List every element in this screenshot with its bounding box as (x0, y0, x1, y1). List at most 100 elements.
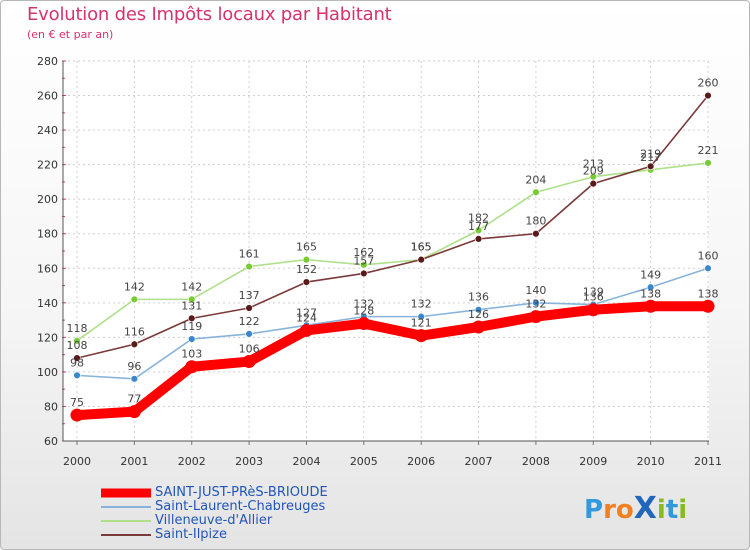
y-tick-label: 180 (37, 228, 58, 241)
y-tick-label: 120 (37, 331, 58, 344)
data-label: 204 (525, 173, 546, 186)
series-layer (70, 91, 715, 422)
x-tick-label: 2000 (63, 455, 91, 468)
data-label: 106 (239, 343, 260, 356)
series-line-2 (76, 162, 709, 342)
data-label: 157 (353, 254, 374, 267)
y-tick-label: 240 (37, 124, 58, 137)
data-label: 260 (698, 77, 719, 90)
y-tick-label: 160 (37, 262, 58, 275)
data-point (73, 371, 81, 380)
data-point (302, 255, 311, 264)
chart-title: Evolution des Impôts locaux par Habitant (27, 4, 392, 25)
data-label: 177 (468, 220, 489, 233)
data-point (474, 235, 483, 243)
data-point (586, 303, 600, 317)
data-point (704, 159, 712, 167)
legend-label-2: Villeneuve-d'Allier (155, 513, 273, 528)
chart-subtitle: (en € et par an) (27, 28, 114, 41)
data-point (188, 314, 196, 323)
y-tick-label: 100 (37, 366, 58, 379)
data-label: 142 (124, 280, 145, 293)
logo-letter: r (603, 495, 616, 525)
legend-swatch-1 (101, 506, 151, 508)
data-point (474, 226, 483, 234)
data-label: 121 (411, 317, 432, 330)
grid-layer (63, 60, 709, 442)
data-point (130, 295, 139, 304)
logo-letter: i (678, 495, 688, 525)
data-label: 209 (583, 165, 604, 178)
plot-area (63, 61, 709, 441)
data-label: 139 (583, 286, 604, 299)
data-point (532, 230, 540, 238)
data-point (360, 269, 368, 278)
data-label: 128 (353, 305, 374, 318)
data-point (532, 188, 540, 196)
data-label: 180 (525, 215, 546, 228)
data-label: 96 (127, 360, 141, 373)
data-label: 132 (525, 298, 546, 311)
x-tick-label: 2008 (522, 455, 550, 468)
data-label: 160 (698, 249, 719, 262)
data-label: 116 (124, 325, 145, 338)
x-tick-label: 2006 (407, 455, 435, 468)
data-point (644, 299, 658, 313)
data-label: 137 (239, 289, 260, 302)
legend-swatch-0 (101, 488, 151, 498)
legend-swatch-2 (101, 520, 151, 522)
data-label: 152 (296, 263, 317, 276)
data-label: 98 (70, 356, 84, 369)
data-point (130, 375, 139, 383)
data-point (185, 360, 199, 374)
x-tick-label: 2004 (292, 455, 320, 468)
data-label: 103 (181, 348, 202, 361)
data-point (188, 295, 196, 304)
data-point (646, 283, 655, 291)
data-label: 132 (411, 298, 432, 311)
data-label: 136 (468, 291, 489, 304)
data-point (70, 408, 84, 422)
y-tick-label: 220 (37, 159, 58, 172)
data-label: 127 (296, 306, 317, 319)
legend-label-3: Saint-Ilpize (155, 527, 227, 542)
data-point (646, 162, 655, 171)
data-label: 161 (239, 248, 260, 261)
data-label: 213 (583, 158, 604, 171)
x-tick-label: 2001 (120, 455, 148, 468)
data-label: 165 (411, 241, 432, 254)
logo-letter: i (656, 495, 666, 525)
series-line-0 (72, 301, 713, 421)
data-label: 136 (583, 291, 604, 304)
x-tick-label: 2002 (178, 455, 206, 468)
data-point (529, 310, 543, 324)
axis-layer: 60 80 100 120 140 160 180 200 220 240 260 280 2000 20… (37, 55, 722, 468)
data-point (188, 335, 196, 343)
data-label: 217 (640, 151, 661, 164)
data-label: 142 (181, 280, 202, 293)
x-tick-label: 2010 (637, 455, 665, 468)
proxiti-logo: ProXiti (584, 491, 687, 526)
data-point (360, 261, 368, 269)
series-line-1 (76, 267, 709, 380)
data-point (704, 264, 712, 272)
x-tick-label: 2003 (235, 455, 263, 468)
x-tick-label: 2009 (579, 455, 607, 468)
data-point (414, 329, 428, 343)
data-point (73, 337, 81, 345)
data-label: 165 (411, 241, 432, 254)
data-label: 126 (468, 308, 489, 321)
x-tick-label: 2011 (694, 455, 722, 468)
data-point (127, 405, 141, 419)
data-point (245, 330, 253, 338)
data-label: 165 (296, 241, 317, 254)
data-point (242, 355, 256, 369)
x-tick-label: 2007 (465, 455, 493, 468)
data-point (73, 354, 81, 362)
logo-letter: X (633, 491, 657, 526)
data-point (701, 299, 715, 313)
y-tick-label: 80 (44, 400, 58, 413)
data-label: 182 (468, 211, 489, 224)
logo-letter: o (615, 495, 634, 525)
